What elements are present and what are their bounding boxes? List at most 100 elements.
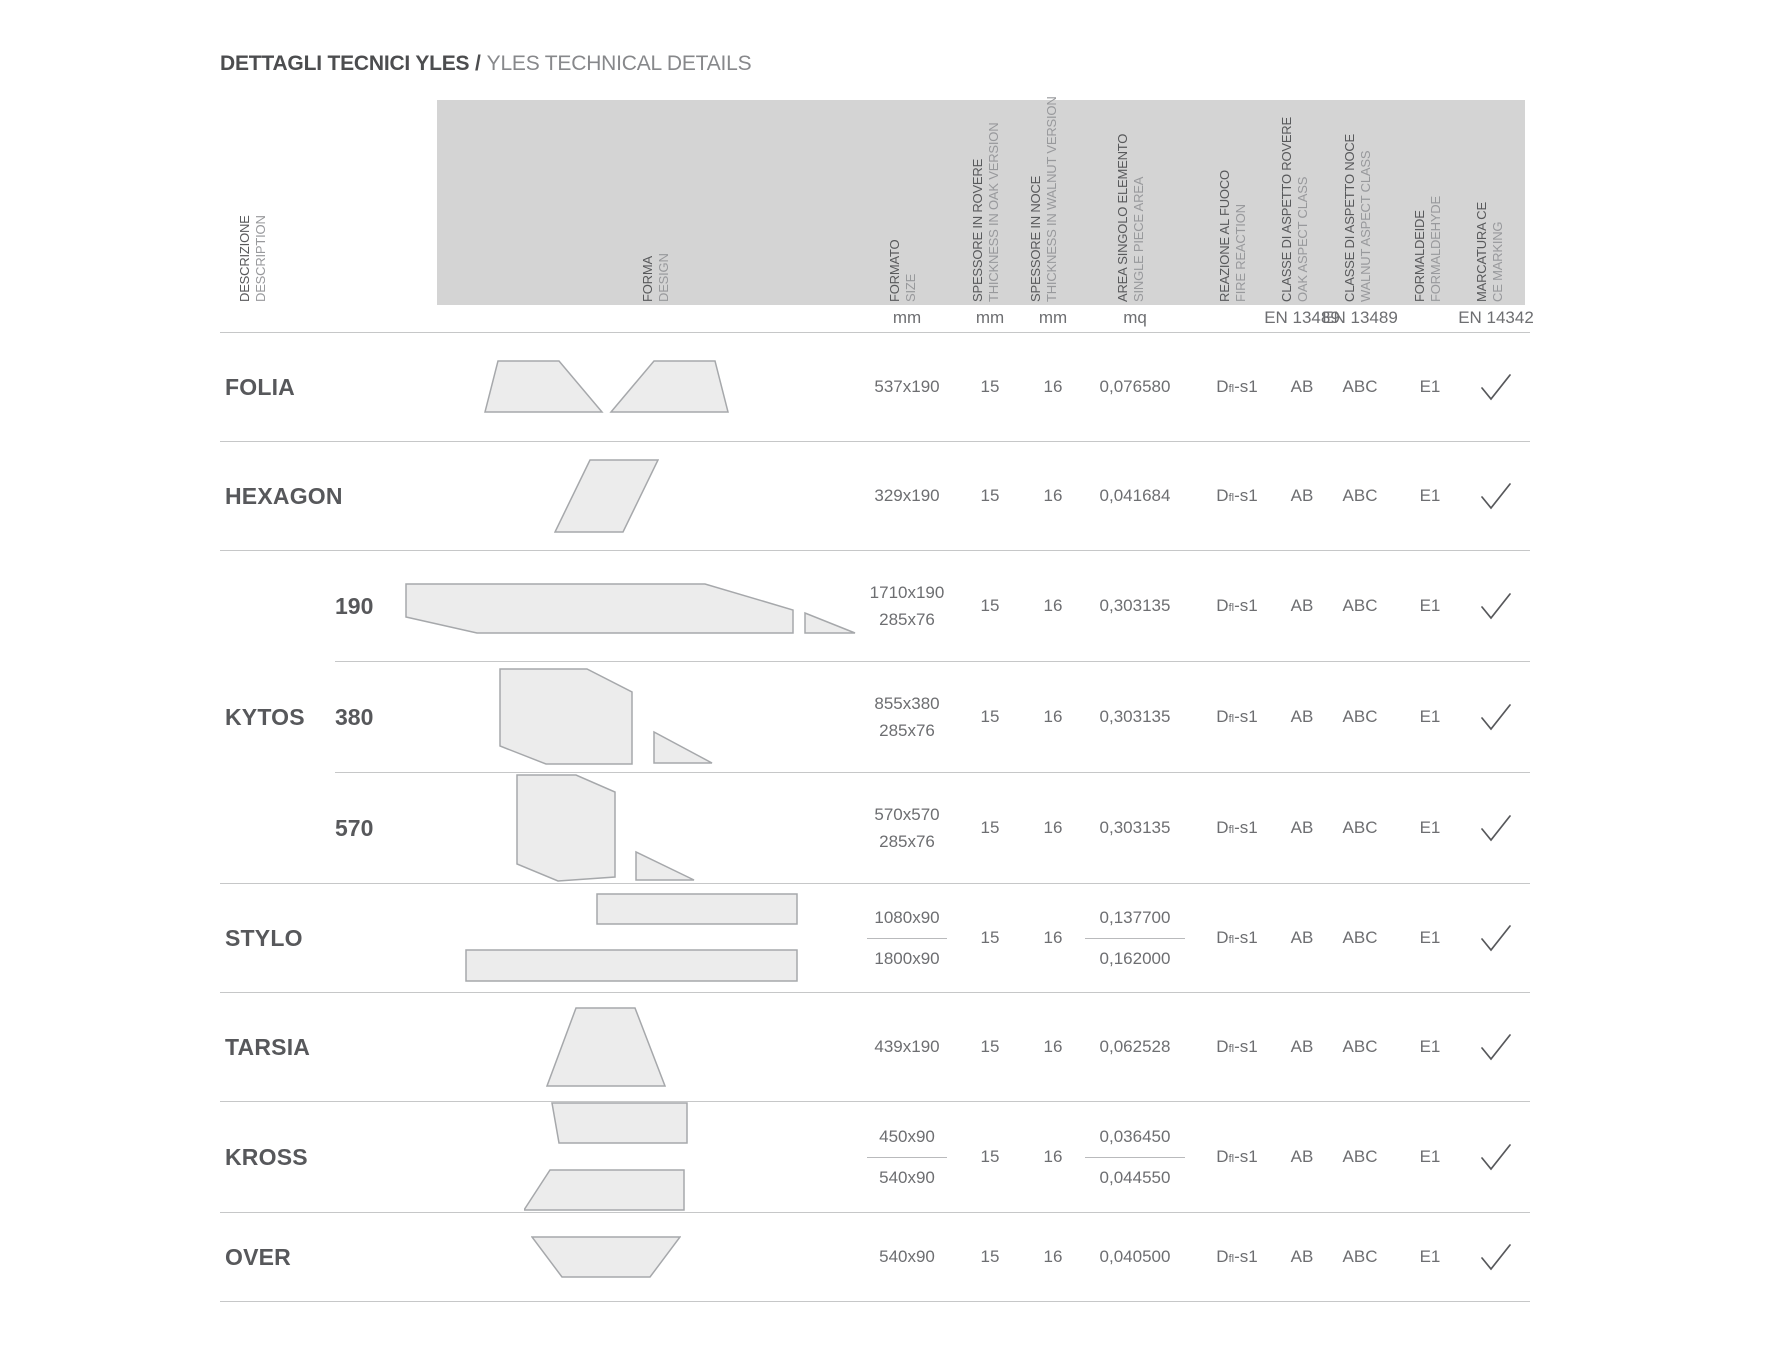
ce-check-icon: [1462, 924, 1530, 952]
product-name: OVER: [225, 1243, 291, 1270]
size-value: 439x190: [874, 1037, 940, 1056]
area-value: 0,036450 0,044550: [1078, 1127, 1192, 1188]
thickness-walnut-value: 16: [1043, 1247, 1063, 1266]
unit-area: mq: [1123, 307, 1147, 327]
table-bottom-rule: [220, 1301, 1530, 1302]
product-name: KYTOS: [225, 703, 305, 730]
table-header-band: [437, 100, 1525, 305]
oak-aspect-value: AB: [1290, 1037, 1314, 1056]
area-value: 0,076580: [1099, 377, 1171, 396]
shape-kross: [400, 1102, 862, 1212]
area-value: 0,137700 0,162000: [1078, 908, 1192, 969]
ce-check-icon: [1462, 482, 1530, 510]
thickness-oak-value: 15: [980, 818, 1000, 837]
norm-ce-marking: EN 14342: [1458, 307, 1534, 327]
thickness-walnut-value: 16: [1043, 707, 1063, 726]
shape-over: [400, 1236, 862, 1278]
oak-aspect-value: AB: [1290, 818, 1314, 837]
oak-aspect-value: AB: [1290, 486, 1314, 505]
oak-aspect-value: AB: [1290, 928, 1314, 947]
area-value: 0,303135: [1099, 707, 1171, 726]
formaldehyde-value: E1: [1419, 1147, 1441, 1166]
unit-thickness-oak: mm: [975, 307, 1005, 327]
col-header-design: FORMA DESIGN: [640, 253, 671, 302]
page-title: DETTAGLI TECNICI YLES / YLES TECHNICAL DE…: [220, 52, 752, 76]
thickness-oak-value: 15: [980, 1147, 1000, 1166]
thickness-walnut-value: 16: [1043, 596, 1063, 615]
thickness-walnut-value: 16: [1043, 1147, 1063, 1166]
norm-oak-aspect: EN 13489: [1264, 307, 1340, 327]
units-row: mm mm mm mq EN 13489 EN 13489 EN 14342: [220, 303, 1534, 332]
table-row-kross: KROSS 450x90 540x90 15 16 0,036450 0,04455…: [220, 1101, 1530, 1212]
page-title-english: YLES TECHNICAL DETAILS: [486, 52, 752, 75]
thickness-walnut-value: 16: [1043, 1037, 1063, 1056]
thickness-oak-value: 15: [980, 928, 1000, 947]
formaldehyde-value: E1: [1419, 486, 1441, 505]
shape-stylo: [400, 893, 862, 983]
norm-walnut-aspect: EN 13489: [1322, 307, 1398, 327]
walnut-aspect-value: ABC: [1342, 1147, 1378, 1166]
shape-kytos-190: [400, 576, 862, 636]
thickness-walnut-value: 16: [1043, 928, 1063, 947]
col-header-fire-reaction: REAZIONE AL FUOCO FIRE REACTION: [1217, 170, 1248, 302]
table-rowgroup-kytos: KYTOS 190 1710x190 285x76 15 16 0,303135: [220, 550, 1530, 883]
page-title-italian: DETTAGLI TECNICI YLES /: [220, 52, 481, 75]
col-header-thickness-walnut: SPESSORE IN NOCE THICKNESS IN WALNUT VER…: [1028, 96, 1059, 302]
variant-label: 190: [335, 592, 374, 619]
area-value: 0,041684: [1099, 486, 1171, 505]
technical-details-table: mm mm mm mq EN 13489 EN 13489 EN 14342 F…: [220, 303, 1534, 1302]
oak-aspect-value: AB: [1290, 707, 1314, 726]
thickness-oak-value: 15: [980, 707, 1000, 726]
formaldehyde-value: E1: [1419, 1247, 1441, 1266]
walnut-aspect-value: ABC: [1342, 486, 1378, 505]
ce-check-icon: [1462, 592, 1530, 620]
col-header-size: FORMATO SIZE: [887, 239, 918, 302]
oak-aspect-value: AB: [1290, 1247, 1314, 1266]
oak-aspect-value: AB: [1290, 596, 1314, 615]
col-header-oak-aspect-class: CLASSE DI ASPETTO ROVERE OAK ASPECT CLAS…: [1279, 117, 1310, 302]
col-header-single-piece-area: AREA SINGOLO ELEMENTO SINGLE PIECE AREA: [1115, 133, 1146, 302]
product-name: STYLO: [225, 924, 303, 951]
walnut-aspect-value: ABC: [1342, 928, 1378, 947]
thickness-walnut-value: 16: [1043, 377, 1063, 396]
thickness-walnut-value: 16: [1043, 818, 1063, 837]
unit-size: mm: [892, 307, 922, 327]
unit-thickness-walnut: mm: [1038, 307, 1068, 327]
product-name: HEXAGON: [225, 482, 343, 509]
walnut-aspect-value: ABC: [1342, 377, 1378, 396]
ce-check-icon: [1462, 373, 1530, 401]
shape-kytos-570: [400, 774, 862, 882]
size-value: 1080x90 1800x90: [862, 908, 952, 969]
variant-label: 570: [335, 814, 374, 841]
formaldehyde-value: E1: [1419, 377, 1441, 396]
oak-aspect-value: AB: [1290, 377, 1314, 396]
variant-label: 380: [335, 703, 374, 730]
size-value: 537x190: [874, 377, 940, 396]
area-value: 0,303135: [1099, 818, 1171, 837]
size-value: 1710x190 285x76: [869, 582, 945, 629]
oak-aspect-value: AB: [1290, 1147, 1314, 1166]
formaldehyde-value: E1: [1419, 1037, 1441, 1056]
size-value: 855x380 285x76: [874, 693, 940, 740]
thickness-oak-value: 15: [980, 486, 1000, 505]
formaldehyde-value: E1: [1419, 818, 1441, 837]
thickness-oak-value: 15: [980, 596, 1000, 615]
product-name: TARSIA: [225, 1033, 311, 1060]
size-value: 329x190: [874, 486, 940, 505]
col-header-walnut-aspect-class: CLASSE DI ASPETTO NOCE WALNUT ASPECT CLA…: [1342, 133, 1373, 302]
shape-hexagon: [400, 459, 862, 533]
walnut-aspect-value: ABC: [1342, 596, 1378, 615]
